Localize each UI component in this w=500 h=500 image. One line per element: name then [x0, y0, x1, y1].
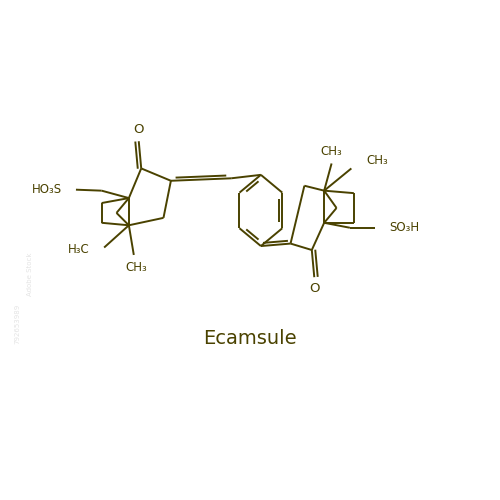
Text: O: O	[134, 124, 144, 136]
Text: SO₃H: SO₃H	[390, 221, 420, 234]
Text: CH₃: CH₃	[126, 261, 147, 274]
Text: Adobe Stock: Adobe Stock	[27, 253, 33, 296]
Text: O: O	[309, 282, 320, 295]
Text: HO₃S: HO₃S	[32, 183, 62, 196]
Text: H₃C: H₃C	[68, 244, 90, 256]
Text: CH₃: CH₃	[366, 154, 388, 168]
Text: CH₃: CH₃	[320, 144, 342, 158]
Text: 792653989: 792653989	[14, 304, 20, 344]
Text: Ecamsule: Ecamsule	[203, 330, 297, 348]
